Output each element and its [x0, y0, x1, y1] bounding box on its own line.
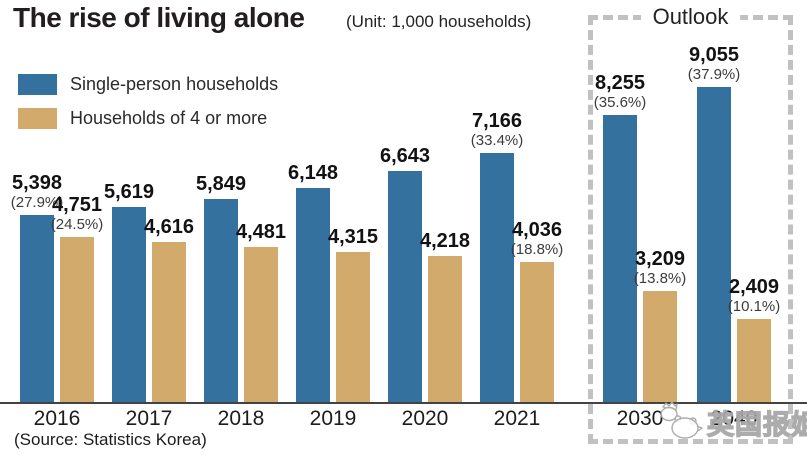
year-label-2019: 2019 — [309, 407, 357, 430]
bar-label-single-2017: 5,619 — [104, 182, 154, 203]
value-label: 4,036 — [511, 219, 563, 241]
legend-label-four-plus: Households of 4 or more — [70, 108, 268, 128]
bar-label-four-plus-2020: 4,218 — [420, 231, 470, 252]
value-label: 5,619 — [103, 181, 155, 203]
value-label: 4,616 — [143, 216, 195, 238]
year-label-2020: 2020 — [401, 407, 449, 430]
watermark-panda-crown-icon — [660, 401, 703, 439]
bar-single-2017 — [112, 207, 146, 403]
bar-label-single-2040: 9,055 (37.9%) — [687, 44, 741, 84]
percent-label: (13.8%) — [633, 270, 687, 287]
bar-single-2021 — [480, 153, 514, 403]
percent-label: (24.5%) — [50, 216, 104, 233]
value-label: 4,751 — [51, 194, 103, 216]
legend-item-four-plus: Households of 4 or more — [18, 108, 278, 129]
unit-note: (Unit: 1,000 households) — [346, 12, 532, 31]
bar-label-four-plus-2019: 4,315 — [328, 227, 378, 248]
bar-label-four-plus-2018: 4,481 — [236, 222, 286, 243]
year-label-2016: 2016 — [33, 407, 81, 430]
watermark-text: 英国报姐 — [706, 409, 807, 440]
percent-label: (35.6%) — [593, 94, 647, 111]
value-label: 7,166 — [471, 110, 523, 132]
legend-label-single-person: Single-person households — [70, 74, 279, 94]
watermark: 英国报姐 — [657, 401, 807, 443]
legend: Single-person households Households of 4… — [18, 74, 278, 142]
bar-single-2016 — [20, 215, 54, 403]
x-axis-line — [0, 402, 807, 404]
bar-label-single-2021: 7,166 (33.4%) — [470, 110, 524, 150]
bar-single-2020 — [388, 171, 422, 403]
bar-four-plus-2018 — [244, 247, 278, 403]
bar-single-2018 — [204, 199, 238, 403]
percent-label: (27.9%) — [10, 194, 64, 211]
bar-label-four-plus-2016: 4,751 (24.5%) — [50, 194, 104, 234]
bar-single-2019 — [296, 188, 330, 403]
bar-label-four-plus-2017: 4,616 — [144, 217, 194, 238]
source-note: (Source: Statistics Korea) — [14, 430, 207, 449]
value-label: 5,849 — [195, 173, 247, 195]
value-label: 2,409 — [728, 276, 780, 298]
value-label: 4,315 — [327, 226, 379, 248]
value-label: 4,481 — [235, 221, 287, 243]
legend-item-single-person: Single-person households — [18, 74, 278, 95]
value-label: 4,218 — [419, 230, 471, 252]
bar-four-plus-2030 — [643, 291, 677, 403]
bar-four-plus-2021 — [520, 262, 554, 403]
bar-label-four-plus-2040: 2,409 (10.1%) — [727, 276, 781, 316]
bar-four-plus-2020 — [428, 256, 462, 403]
bar-label-single-2020: 6,643 — [380, 146, 430, 167]
chart-title: The rise of living alone — [13, 2, 305, 33]
bar-label-single-2030: 8,255 (35.6%) — [593, 72, 647, 112]
bar-four-plus-2016 — [60, 237, 94, 403]
value-label: 3,209 — [634, 248, 686, 270]
percent-label: (10.1%) — [727, 298, 781, 315]
year-label-2021: 2021 — [493, 407, 541, 430]
outlook-box: Outlook — [588, 4, 793, 444]
value-label: 9,055 — [688, 44, 740, 66]
bar-label-single-2018: 5,849 — [196, 174, 246, 195]
bar-four-plus-2019 — [336, 252, 370, 403]
value-label: 8,255 — [594, 72, 646, 94]
percent-label: (33.4%) — [470, 132, 524, 149]
bar-four-plus-2040 — [737, 319, 771, 403]
year-label-2040: 2040 — [710, 407, 758, 430]
year-label-2017: 2017 — [125, 407, 173, 430]
bar-single-2040 — [697, 87, 731, 403]
percent-label: (18.8%) — [510, 241, 564, 258]
bar-label-four-plus-2030: 3,209 (13.8%) — [633, 248, 687, 288]
year-label-2018: 2018 — [217, 407, 265, 430]
value-label: 6,643 — [379, 145, 431, 167]
bar-label-four-plus-2021: 4,036 (18.8%) — [510, 219, 564, 259]
year-label-2030: 2030 — [616, 407, 664, 430]
outlook-label: Outlook — [640, 4, 741, 30]
legend-swatch-single-person — [18, 74, 57, 95]
bar-four-plus-2017 — [152, 242, 186, 403]
value-label: 5,398 — [11, 172, 63, 194]
percent-label: (37.9%) — [687, 66, 741, 83]
bar-label-single-2019: 6,148 — [288, 163, 338, 184]
value-label: 6,148 — [287, 162, 339, 184]
legend-swatch-four-plus — [18, 108, 57, 129]
bar-label-single-2016: 5,398 (27.9%) — [10, 172, 64, 212]
bar-single-2030 — [603, 115, 637, 403]
